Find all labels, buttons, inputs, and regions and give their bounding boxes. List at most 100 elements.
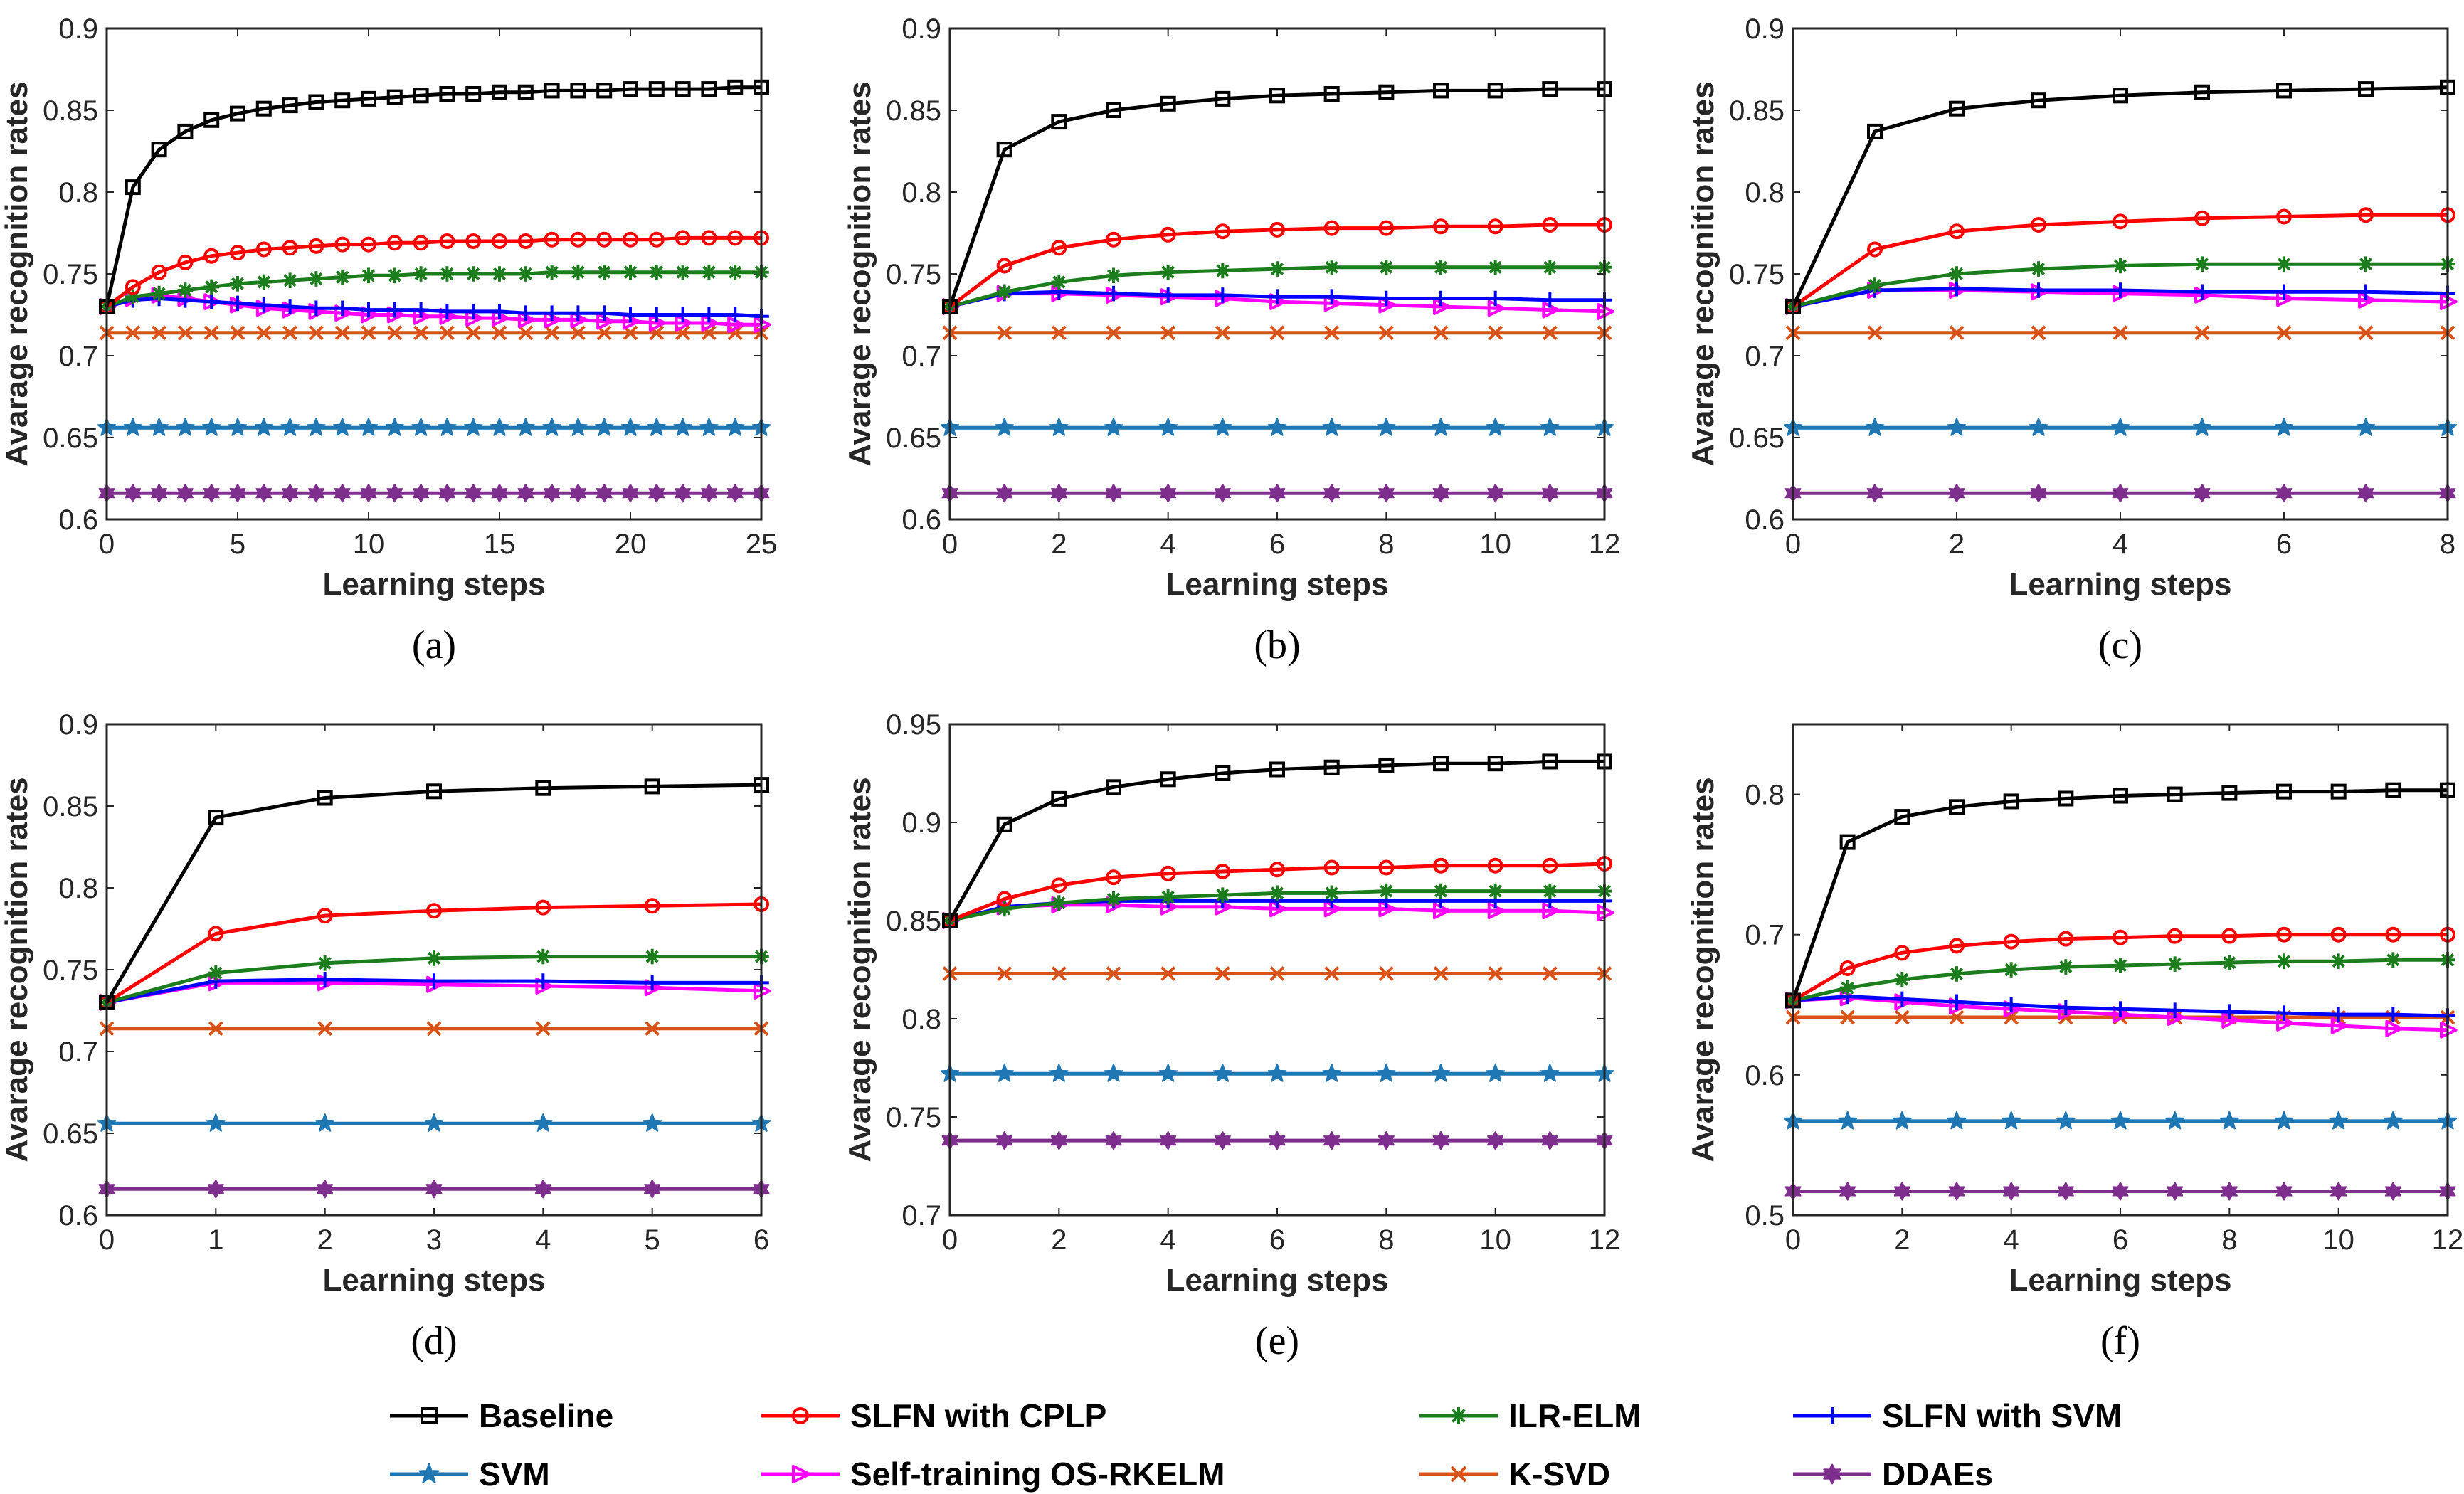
panel-d: 0 1 2 3 4 5 6 0.6 0.65 0.7 0.75 0.8 0.85 0.9 Learning … <box>0 709 771 1363</box>
data-point <box>1487 883 1503 899</box>
x-axis-label: Learning steps <box>1166 567 1389 602</box>
legend-marker <box>1823 1463 1841 1485</box>
legend-marker <box>418 1463 440 1483</box>
data-point <box>996 891 1012 907</box>
data-point <box>647 418 667 436</box>
data-point <box>1323 289 1340 304</box>
y-tick-label: 0.75 <box>43 259 98 290</box>
legend-label: ILR-ELM <box>1508 1397 1641 1434</box>
series-line <box>1791 85 2448 308</box>
data-point <box>1487 218 1503 235</box>
data-point <box>2113 325 2128 341</box>
data-point <box>230 105 245 122</box>
data-point <box>1378 966 1394 981</box>
data-point <box>1324 325 1340 341</box>
series-k-svd <box>942 966 1612 981</box>
y-axis-label: Avarage recognition rates <box>0 777 34 1162</box>
data-point <box>282 325 298 341</box>
data-point <box>1106 325 1121 341</box>
x-tick-label: 3 <box>426 1224 442 1256</box>
data-point <box>996 484 1013 503</box>
data-point <box>2167 928 2183 944</box>
data-point <box>2276 325 2292 341</box>
data-point <box>2058 1000 2074 1016</box>
y-axis-label: Avarage recognition rates <box>1686 81 1720 466</box>
legend-marker <box>792 1465 811 1483</box>
data-point <box>2057 1182 2074 1201</box>
data-point <box>2358 81 2374 97</box>
data-point <box>424 1113 444 1132</box>
data-point <box>177 325 193 341</box>
axes-box <box>1792 27 2449 521</box>
series-k-svd <box>1785 325 2455 341</box>
data-point <box>2358 284 2374 300</box>
data-point <box>1269 966 1285 981</box>
data-point <box>535 899 551 916</box>
data-point <box>1433 290 1449 307</box>
data-point <box>282 272 298 288</box>
data-point <box>535 1021 551 1037</box>
series-slfn-with-cplp <box>1785 926 2455 1009</box>
x-tick-label: 2 <box>1051 1224 1067 1256</box>
data-point <box>1051 325 1067 341</box>
legend-marker <box>1450 1407 1467 1424</box>
data-point <box>1106 102 1121 118</box>
x-tick-label: 10 <box>1479 1224 1511 1256</box>
series-group <box>97 79 771 503</box>
data-point <box>230 325 245 341</box>
data-point <box>1051 274 1067 290</box>
data-point <box>2031 282 2046 298</box>
data-point <box>317 908 333 924</box>
data-point <box>1323 484 1341 503</box>
series-slfn-with-svm <box>1785 988 2455 1024</box>
data-point <box>2004 1010 2019 1025</box>
data-point <box>1949 100 1965 117</box>
y-tick-label: 0.75 <box>1729 259 1784 290</box>
data-point <box>1542 753 1558 770</box>
data-point <box>725 418 745 436</box>
data-point <box>2330 953 2347 969</box>
x-tick-label: 2 <box>1949 529 1965 560</box>
data-point <box>317 972 333 987</box>
data-point <box>995 418 1015 436</box>
x-tick-label: 10 <box>2322 1224 2354 1256</box>
y-tick-label: 0.7 <box>901 1200 941 1231</box>
data-point <box>2110 418 2130 436</box>
data-point <box>1160 325 1176 341</box>
data-point <box>125 279 141 295</box>
data-point <box>1376 1064 1396 1082</box>
data-point <box>426 1021 442 1037</box>
data-point <box>1106 869 1121 886</box>
data-point <box>643 1113 662 1132</box>
data-point <box>307 484 324 503</box>
x-tick-label: 4 <box>1160 529 1176 560</box>
data-point <box>534 1180 551 1199</box>
x-tick-label: 4 <box>2113 529 2128 560</box>
data-point <box>2003 997 2019 1013</box>
y-tick-label: 0.8 <box>1745 780 1784 811</box>
data-point <box>1540 418 1560 436</box>
data-point <box>1894 809 1910 825</box>
data-point <box>2276 1005 2292 1021</box>
y-tick-label: 0.65 <box>1729 423 1784 454</box>
legend: Baseline SLFN with CPLP ILR-ELM SLFN with S… <box>390 1397 2122 1493</box>
data-point <box>1212 1064 1232 1082</box>
data-point <box>701 230 717 246</box>
series-line <box>948 87 1604 307</box>
data-point <box>1947 1111 1967 1130</box>
data-point <box>2221 1182 2238 1201</box>
data-point <box>1104 1064 1123 1082</box>
data-point <box>1323 260 1340 275</box>
data-point <box>649 264 665 280</box>
data-point <box>282 299 298 314</box>
data-point <box>2385 1007 2401 1022</box>
data-point <box>282 484 299 503</box>
data-point <box>1488 325 1503 341</box>
data-point <box>177 123 194 139</box>
data-point <box>2357 484 2374 503</box>
panel-caption: (a) <box>412 623 456 667</box>
x-axis-label: Learning steps <box>2009 1263 2232 1298</box>
data-point <box>1433 756 1449 772</box>
data-point <box>2003 1182 2020 1201</box>
data-point <box>203 484 220 503</box>
